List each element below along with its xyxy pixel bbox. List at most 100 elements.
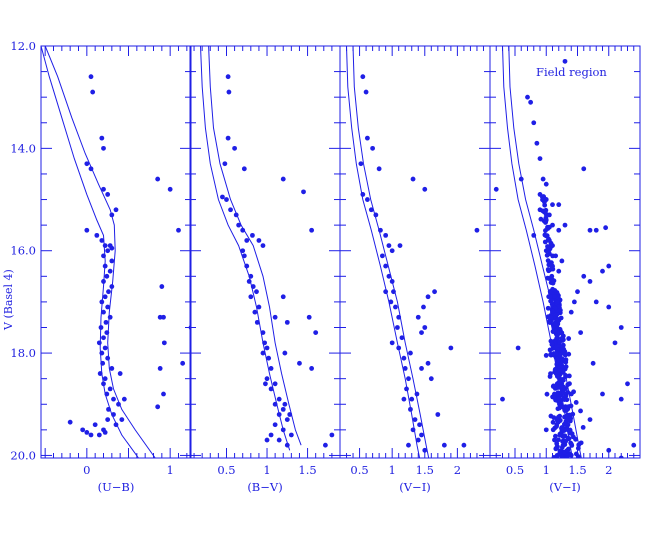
star-point: [566, 373, 572, 379]
star-point: [284, 417, 290, 423]
star-point: [263, 381, 268, 387]
star-point: [552, 328, 558, 334]
star-point: [399, 335, 405, 341]
y-tick-label: 18.0: [10, 346, 36, 360]
star-point: [566, 336, 572, 341]
star-point: [113, 207, 119, 213]
isochrone-1: [502, 46, 573, 458]
star-point: [378, 227, 383, 233]
star-point: [580, 425, 586, 430]
star-point: [109, 212, 115, 218]
star-point: [397, 243, 403, 249]
star-point: [180, 360, 186, 366]
star-point: [256, 238, 262, 243]
star-point: [155, 404, 161, 410]
star-point: [102, 263, 108, 269]
star-point: [412, 417, 418, 423]
star-point: [396, 345, 402, 351]
star-point: [401, 396, 407, 402]
star-point: [94, 232, 100, 238]
star-point: [548, 243, 554, 249]
star-point: [561, 421, 567, 427]
star-point: [568, 309, 574, 315]
star-point: [116, 401, 121, 407]
star-point: [559, 258, 565, 264]
star-point: [386, 243, 392, 249]
star-point: [559, 425, 565, 430]
star-point: [554, 445, 559, 451]
x-tick-label: 0: [83, 463, 90, 477]
star-point: [104, 391, 110, 397]
star-point: [254, 289, 259, 295]
star-point: [159, 284, 165, 289]
star-point: [538, 216, 544, 222]
star-point: [422, 186, 428, 192]
star-point: [84, 430, 90, 435]
star-point: [250, 284, 256, 289]
star-point: [191, 335, 196, 340]
star-point: [515, 345, 521, 351]
star-point: [548, 294, 553, 300]
star-point: [547, 318, 552, 324]
star-point: [547, 374, 553, 379]
star-point: [618, 455, 624, 458]
star-point: [557, 368, 563, 374]
star-point: [618, 325, 624, 330]
star-point: [552, 437, 557, 443]
y-tick-label: 14.0: [10, 141, 36, 155]
star-point: [552, 294, 558, 300]
star-point: [562, 222, 568, 228]
star-point: [226, 89, 232, 95]
star-point: [236, 222, 242, 228]
star-point: [105, 192, 111, 197]
star-point: [561, 433, 567, 439]
star-point: [268, 366, 274, 371]
star-point: [266, 355, 272, 361]
star-point: [88, 432, 94, 438]
star-point: [250, 232, 255, 238]
y-tick-label: 12.0: [10, 39, 36, 53]
star-point: [103, 319, 109, 325]
star-point: [549, 264, 555, 270]
star-point: [272, 381, 278, 387]
star-point: [410, 176, 416, 182]
star-point: [557, 448, 563, 454]
star-point: [167, 186, 173, 192]
star-point: [193, 340, 198, 345]
star-point: [587, 227, 593, 233]
star-point: [554, 299, 560, 305]
star-point: [551, 383, 556, 389]
panel-frame: [339, 45, 491, 459]
star-point: [556, 268, 562, 274]
star-point: [552, 367, 558, 372]
star-point: [552, 320, 558, 326]
star-point: [246, 279, 252, 284]
star-point: [364, 135, 370, 141]
star-point: [240, 227, 246, 233]
star-point: [461, 442, 467, 448]
star-point: [101, 335, 106, 341]
star-point: [383, 232, 389, 238]
star-point: [272, 401, 278, 407]
star-point: [448, 345, 454, 351]
star-point: [556, 437, 561, 443]
star-point: [244, 263, 250, 269]
star-point: [557, 307, 563, 313]
star-point: [248, 273, 254, 279]
star-point: [99, 135, 105, 141]
star-point: [428, 376, 434, 382]
star-point: [232, 145, 237, 151]
star-point: [309, 366, 315, 371]
star-point: [581, 273, 587, 279]
star-point: [556, 227, 562, 233]
star-point: [543, 220, 548, 225]
star-point: [99, 238, 105, 243]
star-point: [563, 438, 569, 444]
star-point: [260, 330, 266, 336]
star-point: [113, 422, 119, 428]
isochrone-1: [346, 46, 421, 458]
star-point: [560, 350, 566, 356]
star-point: [553, 433, 558, 439]
star-point: [564, 413, 570, 419]
star-point: [422, 325, 428, 330]
